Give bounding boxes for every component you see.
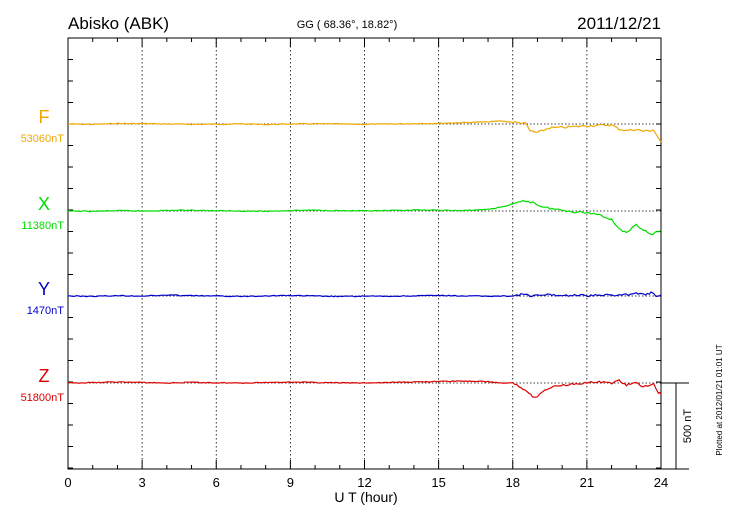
date-label: 2011/12/21: [577, 14, 661, 33]
series-baseline-y: 1470nT: [27, 305, 65, 317]
station-title: Abisko (ABK): [68, 14, 169, 33]
series-line-f: [67, 120, 662, 143]
x-tick-label: 3: [139, 475, 146, 490]
series-baseline-x: 11380nT: [21, 220, 64, 232]
plotted-at-note: Plotted at 2012/01/21 01:01 UT: [715, 344, 724, 455]
scale-bar: 500 nT: [661, 382, 694, 470]
series-name-f: F: [39, 107, 50, 127]
ticks-layer: 0 3 6 9 12 15 18 21 24: [64, 38, 668, 490]
series-line-y: [67, 291, 662, 298]
x-tick-label: 15: [431, 475, 445, 490]
x-axis-label: U T (hour): [334, 489, 397, 505]
x-tick-label: 0: [64, 475, 71, 490]
x-tick-label: 12: [357, 475, 371, 490]
series-name-z: Z: [39, 366, 50, 386]
x-tick-label: 6: [213, 475, 220, 490]
series-name-x: X: [38, 194, 50, 214]
x-tick-label: 21: [580, 475, 594, 490]
x-tick-label: 9: [287, 475, 294, 490]
series-name-y: Y: [38, 279, 50, 299]
series-layer: [67, 120, 662, 398]
series-line-z: [67, 379, 662, 398]
labels-layer: F 53060nT X 11380nT Y 1470nT Z 51800nT: [21, 107, 65, 404]
coordinates-label: GG ( 68.36°, 18.82°): [297, 19, 398, 31]
series-baseline-f: 53060nT: [21, 133, 65, 145]
series-baseline-z: 51800nT: [21, 392, 65, 404]
scale-bar-label: 500 nT: [682, 409, 694, 444]
x-tick-label: 24: [654, 475, 668, 490]
x-tick-label: 18: [506, 475, 520, 490]
grid-layer: [141, 38, 588, 469]
series-line-x: [67, 199, 662, 235]
